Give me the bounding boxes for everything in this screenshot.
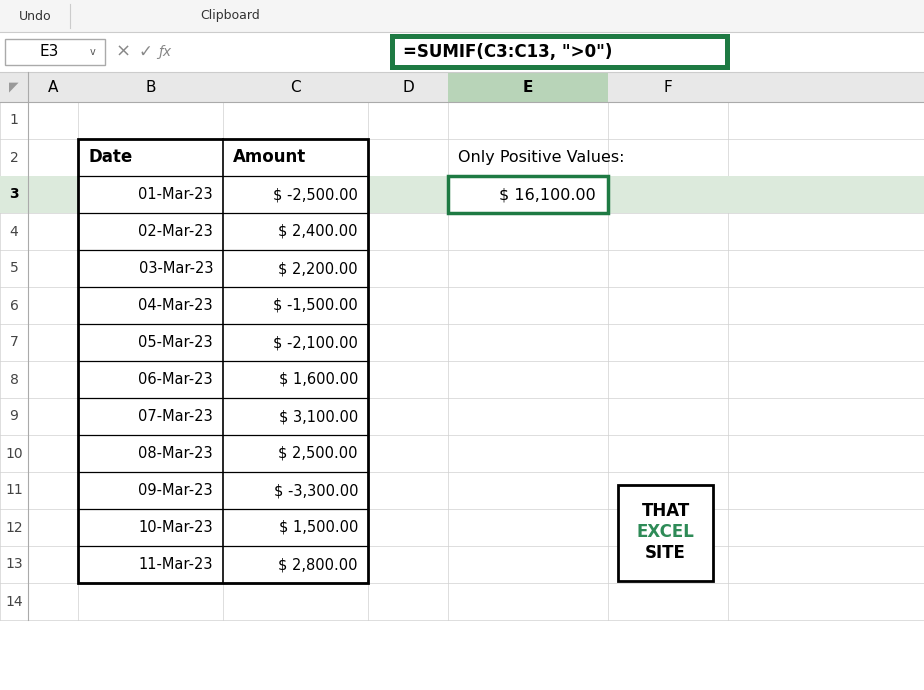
Text: $ 3,100.00: $ 3,100.00 bbox=[279, 409, 358, 424]
Text: ✓: ✓ bbox=[138, 43, 152, 61]
Text: 7: 7 bbox=[9, 335, 18, 350]
Text: C: C bbox=[290, 79, 301, 95]
Bar bbox=[78, 139, 368, 583]
Text: 6: 6 bbox=[9, 299, 18, 313]
Text: $ 2,200.00: $ 2,200.00 bbox=[278, 261, 358, 276]
Text: 03-Mar-23: 03-Mar-23 bbox=[139, 261, 213, 276]
Text: $ -2,100.00: $ -2,100.00 bbox=[274, 335, 358, 350]
Text: 10-Mar-23: 10-Mar-23 bbox=[139, 520, 213, 535]
Bar bbox=[448, 72, 608, 102]
Bar bbox=[5, 39, 105, 65]
Text: 9: 9 bbox=[9, 409, 18, 424]
Text: $ -3,300.00: $ -3,300.00 bbox=[274, 483, 358, 498]
Text: 02-Mar-23: 02-Mar-23 bbox=[139, 224, 213, 239]
Text: Clipboard: Clipboard bbox=[201, 10, 260, 23]
Text: A: A bbox=[48, 79, 58, 95]
Bar bbox=[390, 34, 730, 70]
Text: E: E bbox=[523, 79, 533, 95]
Text: 8: 8 bbox=[9, 373, 18, 386]
Bar bbox=[0, 72, 924, 102]
Bar bbox=[0, 0, 924, 32]
Text: Undo: Undo bbox=[18, 10, 52, 23]
Bar bbox=[0, 176, 924, 213]
Text: ƒx: ƒx bbox=[158, 45, 172, 59]
Text: v: v bbox=[91, 47, 96, 57]
Text: Only Positive Values:: Only Positive Values: bbox=[458, 150, 625, 165]
Text: ×: × bbox=[116, 43, 130, 61]
Text: 05-Mar-23: 05-Mar-23 bbox=[139, 335, 213, 350]
Text: $ 1,600.00: $ 1,600.00 bbox=[279, 372, 358, 387]
Text: 06-Mar-23: 06-Mar-23 bbox=[139, 372, 213, 387]
Text: 2: 2 bbox=[9, 150, 18, 164]
Text: 3: 3 bbox=[9, 188, 18, 201]
Text: 13: 13 bbox=[6, 558, 23, 571]
Bar bbox=[448, 176, 608, 213]
Text: 1: 1 bbox=[9, 113, 18, 128]
Text: F: F bbox=[663, 79, 673, 95]
Text: $ 1,500.00: $ 1,500.00 bbox=[279, 520, 358, 535]
Text: 08-Mar-23: 08-Mar-23 bbox=[139, 446, 213, 461]
Text: E3: E3 bbox=[40, 44, 59, 59]
Text: $ -2,500.00: $ -2,500.00 bbox=[274, 187, 358, 202]
Bar bbox=[395, 39, 725, 65]
Text: $ 2,800.00: $ 2,800.00 bbox=[278, 557, 358, 572]
Text: =SUMIF(C3:C13, ">0"): =SUMIF(C3:C13, ">0") bbox=[403, 43, 613, 61]
Text: $ 2,500.00: $ 2,500.00 bbox=[278, 446, 358, 461]
Text: 10: 10 bbox=[6, 446, 23, 460]
Text: 12: 12 bbox=[6, 520, 23, 535]
Bar bbox=[618, 485, 713, 581]
Text: 5: 5 bbox=[9, 262, 18, 275]
Text: Date: Date bbox=[88, 148, 132, 166]
Text: Amount: Amount bbox=[233, 148, 306, 166]
Text: D: D bbox=[402, 79, 414, 95]
Text: 11: 11 bbox=[6, 484, 23, 497]
Text: 14: 14 bbox=[6, 595, 23, 609]
Text: 09-Mar-23: 09-Mar-23 bbox=[139, 483, 213, 498]
Text: THAT: THAT bbox=[641, 502, 689, 520]
Text: EXCEL: EXCEL bbox=[637, 523, 695, 541]
Text: $ -1,500.00: $ -1,500.00 bbox=[274, 298, 358, 313]
Text: $ 2,400.00: $ 2,400.00 bbox=[278, 224, 358, 239]
Text: 01-Mar-23: 01-Mar-23 bbox=[139, 187, 213, 202]
Text: ◤: ◤ bbox=[9, 81, 18, 94]
Bar bbox=[0, 32, 924, 72]
Text: 4: 4 bbox=[9, 224, 18, 239]
Bar bbox=[78, 139, 368, 583]
Text: 11-Mar-23: 11-Mar-23 bbox=[139, 557, 213, 572]
Text: B: B bbox=[145, 79, 156, 95]
Text: 07-Mar-23: 07-Mar-23 bbox=[139, 409, 213, 424]
Text: $ 16,100.00: $ 16,100.00 bbox=[499, 187, 596, 202]
Text: 04-Mar-23: 04-Mar-23 bbox=[139, 298, 213, 313]
Text: SITE: SITE bbox=[645, 544, 686, 562]
